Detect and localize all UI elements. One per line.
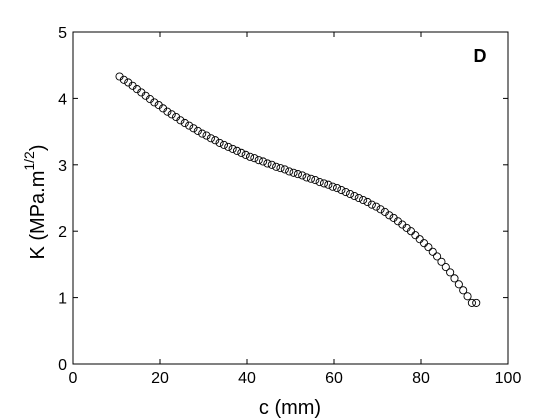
data-point [228, 144, 237, 153]
data-point [319, 179, 329, 188]
data-point [259, 157, 268, 166]
data-point [272, 162, 281, 171]
y-tick-label: 2 [58, 224, 67, 241]
data-point [241, 150, 250, 159]
data-point [206, 134, 215, 143]
data-point [376, 205, 385, 214]
data-point [350, 191, 359, 201]
data-point [250, 154, 259, 163]
y-axis-title-main: K (MPa.m [27, 171, 49, 260]
data-point [185, 121, 194, 130]
y-axis-title-superscript: 1/2 [21, 151, 37, 171]
x-tick-label: 60 [325, 370, 343, 387]
data-point [354, 193, 363, 203]
data-point [202, 131, 211, 140]
data-point [463, 292, 472, 301]
data-point [419, 239, 429, 248]
data-point [332, 183, 342, 193]
plot-area [72, 31, 509, 365]
y-axis-title-close: ) [27, 144, 49, 151]
data-point [446, 268, 455, 277]
data-point [411, 231, 420, 240]
data-point [415, 235, 424, 244]
y-tick-label: 4 [58, 91, 67, 108]
data-point [337, 185, 346, 195]
data-point [306, 174, 315, 183]
data-point [359, 195, 368, 205]
data-point [472, 298, 481, 307]
data-point [437, 257, 446, 266]
data-point [311, 176, 320, 185]
data-point [167, 110, 176, 119]
data-point [263, 159, 272, 168]
data-series [115, 72, 481, 307]
x-tick-label: 20 [151, 370, 169, 387]
data-point [293, 170, 302, 179]
y-tick-label: 5 [58, 25, 67, 42]
y-axis: 0 1 2 3 4 5 [58, 25, 508, 374]
data-point [232, 146, 242, 155]
data-point [406, 227, 416, 236]
data-point [346, 189, 355, 199]
data-point [454, 280, 463, 289]
data-point [367, 200, 376, 209]
y-tick-label: 3 [58, 158, 67, 175]
data-point [285, 167, 294, 176]
data-point [433, 252, 442, 261]
y-tick-label: 1 [58, 291, 67, 308]
data-point [237, 148, 246, 157]
panel-label: D [474, 46, 487, 66]
data-point [428, 247, 437, 256]
data-point [315, 178, 324, 187]
data-point [424, 243, 433, 252]
data-point [289, 168, 298, 177]
x-axis: 0 20 40 60 80 100 [69, 32, 522, 387]
data-point [219, 140, 228, 149]
data-point [341, 187, 350, 197]
data-point [245, 152, 255, 161]
x-tick-label: 40 [238, 370, 256, 387]
data-point [372, 202, 381, 211]
data-point [441, 263, 450, 272]
data-point [363, 197, 372, 207]
data-point [302, 173, 311, 182]
data-point [215, 138, 224, 147]
x-tick-label: 80 [412, 370, 430, 387]
data-point [119, 75, 128, 84]
data-point [450, 274, 459, 283]
y-tick-label: 0 [58, 357, 67, 374]
x-axis-title: c (mm) [259, 397, 321, 419]
data-point [328, 182, 337, 191]
y-axis-title: K (MPa.m1/2) [21, 144, 49, 259]
data-point [459, 286, 468, 295]
data-point [211, 136, 220, 145]
data-point [267, 160, 276, 169]
data-point [224, 142, 233, 151]
x-tick-label: 100 [495, 370, 522, 387]
data-point [324, 180, 333, 189]
data-point [298, 171, 307, 180]
data-point [193, 126, 202, 135]
data-point [385, 211, 394, 220]
data-point [150, 98, 159, 107]
data-point [280, 165, 289, 174]
data-point [180, 118, 189, 128]
data-point [198, 129, 207, 138]
data-point [176, 116, 185, 125]
data-point [189, 124, 198, 133]
x-tick-label: 0 [69, 370, 78, 387]
data-point [254, 156, 263, 165]
data-point [467, 298, 476, 307]
data-point [163, 107, 172, 116]
data-point [276, 164, 285, 173]
